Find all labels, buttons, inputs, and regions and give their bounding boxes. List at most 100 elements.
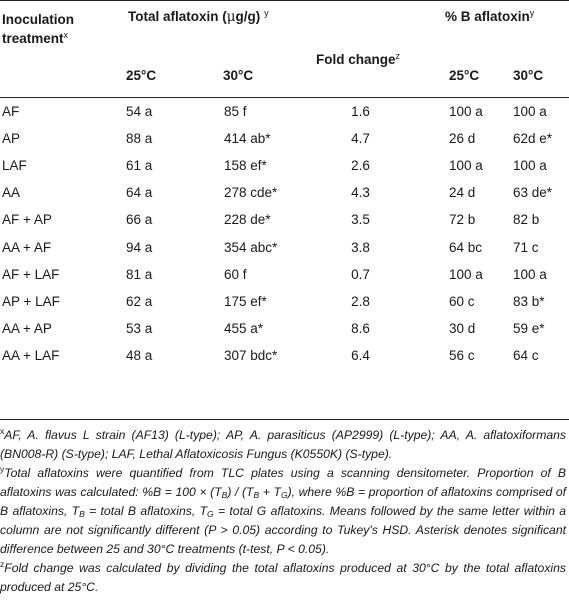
col-header-treatment: Inoculation treatmentx — [0, 1, 100, 98]
table-row: AA 64 a 278 cde* 4.3 24 d 63 de* — [0, 179, 569, 206]
col-header-pct-25: 25°C — [449, 67, 480, 83]
footnote-x-mark: x — [0, 426, 5, 436]
table-row: LAF 61 a 158 ef* 2.6 100 a 100 a — [0, 152, 569, 179]
header-row-1: Inoculation treatmentx Total aflatoxin (… — [0, 0, 569, 54]
col-header-total-25: 25°C — [126, 67, 157, 83]
footnote-y-sub-2: B — [253, 490, 260, 500]
cell-pct-25: 56 c — [449, 347, 475, 363]
footnote-y-text-4: ), where %B = proportion of aflatoxins c… — [0, 485, 566, 518]
table-wrapper: Inoculation treatmentx Total aflatoxin (… — [0, 0, 569, 420]
cell-fold: 2.8 — [351, 293, 370, 309]
cell-total-25: 61 a — [126, 158, 153, 174]
cell-pct-30: 62d e* — [513, 131, 553, 147]
cell-total-25: 81 a — [126, 266, 153, 282]
cell-total-30: 60 f — [224, 266, 247, 282]
pct-b-title: % B aflatoxin — [445, 9, 530, 24]
footnote-y: yTotal aflatoxins were quantified from T… — [0, 464, 566, 559]
cell-total-30: 278 cde* — [224, 185, 278, 201]
cell-total-30: 175 ef* — [224, 293, 267, 309]
cell-total-25: 62 a — [126, 293, 153, 309]
table-bottom-rule — [0, 419, 569, 420]
col-header-treatment-line2: treatment — [2, 31, 64, 46]
footnote-y-sub-4: B — [79, 509, 85, 519]
footnote-x: xAF, A. flavus L strain (AF13) (L-type);… — [0, 426, 566, 464]
cell-pct-30: 83 b* — [513, 293, 545, 309]
cell-treatment: AA + AP — [2, 320, 52, 336]
cell-pct-30: 82 b — [513, 212, 540, 228]
col-header-pct-b: % B aflatoxiny — [423, 1, 569, 54]
cell-fold: 2.6 — [351, 158, 370, 174]
total-aflatoxin-title: Total aflatoxin ( — [128, 9, 227, 24]
footnote-z: zFold change was calculated by dividing … — [0, 559, 566, 597]
total-aflatoxin-sup: y — [264, 8, 269, 18]
cell-total-25: 48 a — [126, 347, 153, 363]
footnote-x-text: AF, A. flavus L strain (AF13) (L-type); … — [0, 428, 566, 461]
cell-total-30: 85 f — [224, 104, 247, 120]
footnotes: xAF, A. flavus L strain (AF13) (L-type);… — [0, 426, 566, 597]
cell-treatment: AP — [2, 131, 21, 147]
cell-treatment: AP + LAF — [2, 293, 60, 309]
cell-fold: 3.5 — [351, 212, 370, 228]
cell-pct-25: 72 b — [449, 212, 476, 228]
cell-pct-30: 100 a — [513, 158, 547, 174]
pct-b-sup: y — [529, 8, 535, 18]
cell-total-30: 228 de* — [224, 212, 271, 228]
cell-total-25: 64 a — [126, 185, 153, 201]
cell-pct-30: 100 a — [513, 266, 547, 282]
cell-total-25: 53 a — [126, 320, 153, 336]
table-row: AF + LAF 81 a 60 f 0.7 100 a 100 a — [0, 261, 569, 288]
cell-treatment: AF + AP — [2, 212, 52, 228]
cell-fold: 4.3 — [351, 185, 370, 201]
footnote-z-text: Fold change was calculated by dividing t… — [0, 561, 566, 594]
cell-pct-25: 30 d — [449, 320, 476, 336]
cell-treatment: AA + AF — [2, 239, 52, 255]
cell-total-25: 54 a — [126, 104, 153, 120]
cell-treatment: AF + LAF — [2, 266, 60, 282]
cell-pct-25: 24 d — [449, 185, 476, 201]
cell-fold: 4.7 — [351, 131, 370, 147]
col-header-fold-spacer — [312, 1, 423, 54]
cell-total-30: 414 ab* — [224, 131, 271, 147]
table-body: AF 54 a 85 f 1.6 100 a 100 a AP 88 a 414 ab* 4.7 2… — [0, 98, 569, 369]
cell-total-30: 307 bdc* — [224, 347, 278, 363]
col-header-pct-30: 30°C — [513, 67, 544, 83]
cell-fold: 3.8 — [351, 239, 370, 255]
header-row-2: 25°C 30°C Fold changez 25°C 30°C — [0, 52, 569, 98]
footnote-y-text-6: = total G aflatoxins. Means followed by … — [0, 504, 566, 556]
cell-total-30: 354 abc* — [224, 239, 278, 255]
cell-pct-30: 59 e* — [513, 320, 545, 336]
cell-treatment: AF — [2, 104, 20, 120]
total-aflatoxin-unit: g/g) — [235, 9, 261, 24]
cell-fold: 1.6 — [351, 104, 370, 120]
footnote-y-text-1: Total aflatoxins were quantified from TL… — [0, 466, 566, 499]
cell-pct-25: 26 d — [449, 131, 476, 147]
fold-title: Fold change — [316, 52, 396, 67]
cell-treatment: AA — [2, 185, 21, 201]
cell-fold: 0.7 — [351, 266, 370, 282]
footnote-y-mark: y — [0, 464, 5, 474]
cell-pct-30: 71 c — [513, 239, 539, 255]
cell-pct-25: 100 a — [449, 104, 483, 120]
col-header-fold: Fold changez — [312, 52, 423, 98]
total-aflatoxin-mu: μ — [226, 9, 236, 25]
cell-pct-25: 100 a — [449, 158, 483, 174]
cell-pct-30: 100 a — [513, 104, 547, 120]
footnote-y-sub-1: B — [221, 490, 228, 500]
cell-pct-30: 64 c — [513, 347, 539, 363]
col-header-total-aflatoxin: Total aflatoxin (μg/g) y — [100, 1, 312, 54]
table-row: AF + AP 66 a 228 de* 3.5 72 b 82 b — [0, 206, 569, 233]
col-header-treatment-sup: x — [63, 30, 69, 40]
footnote-y-text-5: = total B aflatoxins, T — [84, 504, 208, 518]
table-row: AA + LAF 48 a 307 bdc* 6.4 56 c 64 c — [0, 342, 569, 369]
cell-fold: 8.6 — [351, 320, 370, 336]
table-row: AA + AP 53 a 455 a* 8.6 30 d 59 e* — [0, 315, 569, 342]
footnote-z-mark: z — [0, 559, 5, 569]
cell-pct-25: 100 a — [449, 266, 483, 282]
col-header-treatment-line1: Inoculation — [2, 12, 74, 27]
footnote-y-text-3: + T — [259, 485, 281, 499]
table-row: AA + AF 94 a 354 abc* 3.8 64 bc 71 c — [0, 233, 569, 260]
cell-pct-25: 64 bc — [449, 239, 483, 255]
table-row: AP + LAF 62 a 175 ef* 2.8 60 c 83 b* — [0, 288, 569, 315]
footnote-y-sub-3: G — [280, 490, 288, 500]
cell-total-30: 158 ef* — [224, 158, 267, 174]
